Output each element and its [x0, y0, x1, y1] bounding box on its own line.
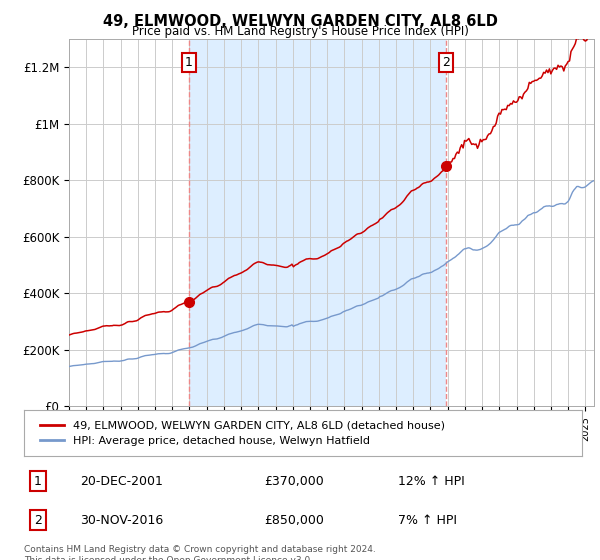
Text: Price paid vs. HM Land Registry's House Price Index (HPI): Price paid vs. HM Land Registry's House … — [131, 25, 469, 38]
Text: £370,000: £370,000 — [264, 475, 323, 488]
Text: 12% ↑ HPI: 12% ↑ HPI — [398, 475, 464, 488]
Text: 20-DEC-2001: 20-DEC-2001 — [80, 475, 163, 488]
Text: 7% ↑ HPI: 7% ↑ HPI — [398, 514, 457, 526]
Text: £850,000: £850,000 — [264, 514, 324, 526]
Text: 1: 1 — [185, 55, 193, 69]
Text: 49, ELMWOOD, WELWYN GARDEN CITY, AL8 6LD: 49, ELMWOOD, WELWYN GARDEN CITY, AL8 6LD — [103, 14, 497, 29]
Text: Contains HM Land Registry data © Crown copyright and database right 2024.
This d: Contains HM Land Registry data © Crown c… — [24, 545, 376, 560]
Text: 2: 2 — [34, 514, 42, 526]
Text: 2: 2 — [442, 55, 450, 69]
Bar — [189, 39, 446, 406]
Text: 30-NOV-2016: 30-NOV-2016 — [80, 514, 163, 526]
Text: 1: 1 — [34, 475, 42, 488]
Legend: 49, ELMWOOD, WELWYN GARDEN CITY, AL8 6LD (detached house), HPI: Average price, d: 49, ELMWOOD, WELWYN GARDEN CITY, AL8 6LD… — [35, 416, 449, 451]
